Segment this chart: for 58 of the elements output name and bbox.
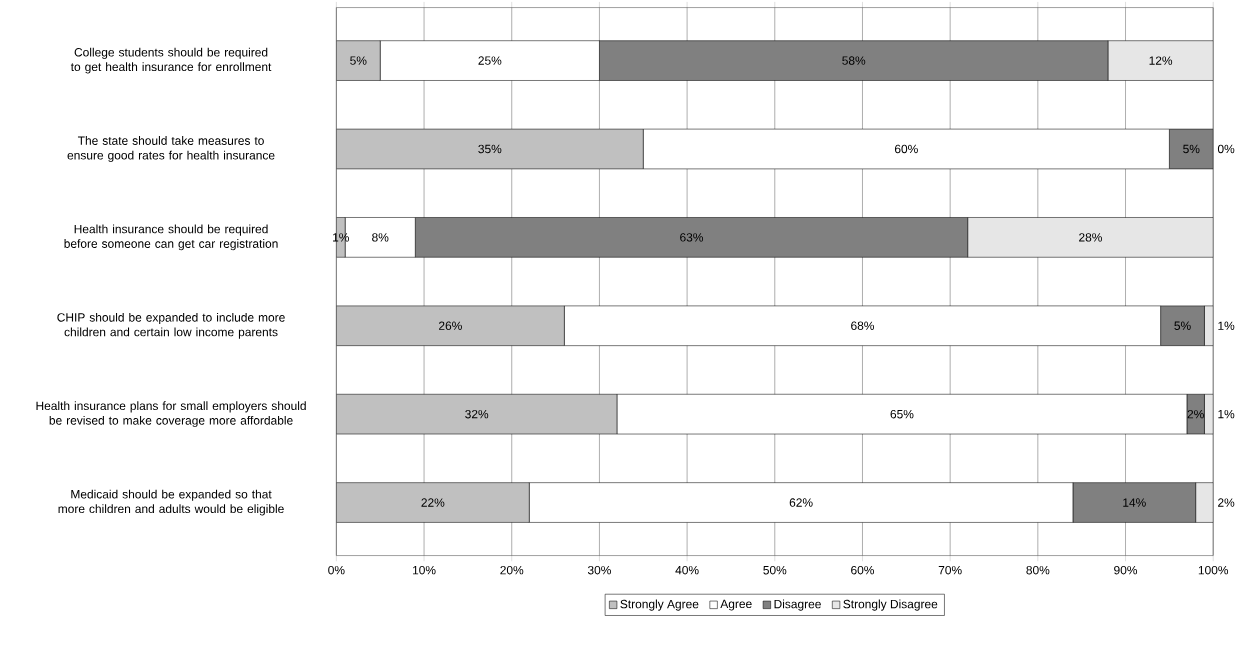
bar (967, 217, 1214, 258)
data-label: 35% (478, 144, 502, 154)
data-label: 28% (1079, 233, 1102, 242)
data-label: 1% (1218, 321, 1235, 330)
x-tick-label: 80% (1026, 565, 1050, 575)
y-tick-label: CHIP should be expanded to include more children and certain low income parents (57, 312, 285, 339)
legend-label: Strongly Agree (620, 599, 699, 611)
data-label: 1% (1218, 409, 1235, 419)
data-label: 5% (350, 56, 367, 65)
y-tick-label: Health insurance should be required before someone can get car registration (64, 224, 278, 251)
bar (1169, 128, 1214, 170)
bar (1160, 305, 1205, 346)
data-label: 0% (1217, 144, 1235, 154)
x-tick-label: 50% (763, 565, 787, 575)
data-label: 25% (478, 56, 502, 65)
x-tick-label: 20% (500, 565, 524, 575)
bar (336, 128, 644, 170)
data-label: 12% (1149, 56, 1173, 65)
y-tick-label: Medicaid should be expanded so that more children and adults would be eligible (58, 489, 284, 516)
x-tick-label: 60% (851, 565, 875, 575)
x-tick-label: 10% (413, 565, 436, 575)
x-tick-label: 0% (328, 565, 345, 575)
bar (1195, 482, 1214, 523)
y-tick-label: College students should be required to get health insurance for enrollment (70, 47, 272, 74)
bar (336, 393, 618, 435)
legend-label: Disagree (774, 599, 821, 611)
data-label: 2% (1218, 498, 1235, 507)
legend-label: Strongly Disagree (843, 599, 938, 611)
bar (415, 217, 968, 258)
data-label: 2% (1187, 409, 1204, 419)
data-label: 26% (439, 321, 462, 330)
data-label: 8% (372, 233, 389, 242)
data-label: 65% (890, 409, 914, 419)
bar (599, 40, 1109, 81)
data-label: 58% (842, 56, 866, 65)
data-label: 14% (1123, 498, 1146, 507)
data-label: 62% (789, 498, 813, 507)
data-label: 63% (680, 233, 704, 242)
data-label: 68% (851, 321, 875, 330)
legend-label: Agree (720, 599, 752, 611)
data-label: 22% (421, 498, 445, 507)
x-tick-label: 40% (675, 565, 699, 575)
data-label: 32% (465, 409, 489, 419)
data-label: 1% (333, 233, 349, 242)
x-tick-label: 30% (587, 565, 611, 575)
bar (336, 482, 530, 523)
bar (1072, 482, 1196, 523)
data-label: 5% (1174, 321, 1191, 330)
bar (1107, 40, 1214, 81)
y-tick-label: The state should take measures to ensure good rates for health insurance (67, 136, 275, 162)
x-tick-label: 90% (1114, 565, 1138, 575)
y-tick-label: Health insurance plans for small employers should be revised to make coverage more affordable (36, 401, 306, 427)
data-label: 5% (1183, 144, 1200, 154)
data-label: 60% (894, 144, 918, 154)
x-tick-label: 100% (1198, 565, 1229, 575)
bar (336, 40, 381, 81)
x-tick-label: 70% (938, 565, 962, 575)
bar (336, 305, 565, 346)
